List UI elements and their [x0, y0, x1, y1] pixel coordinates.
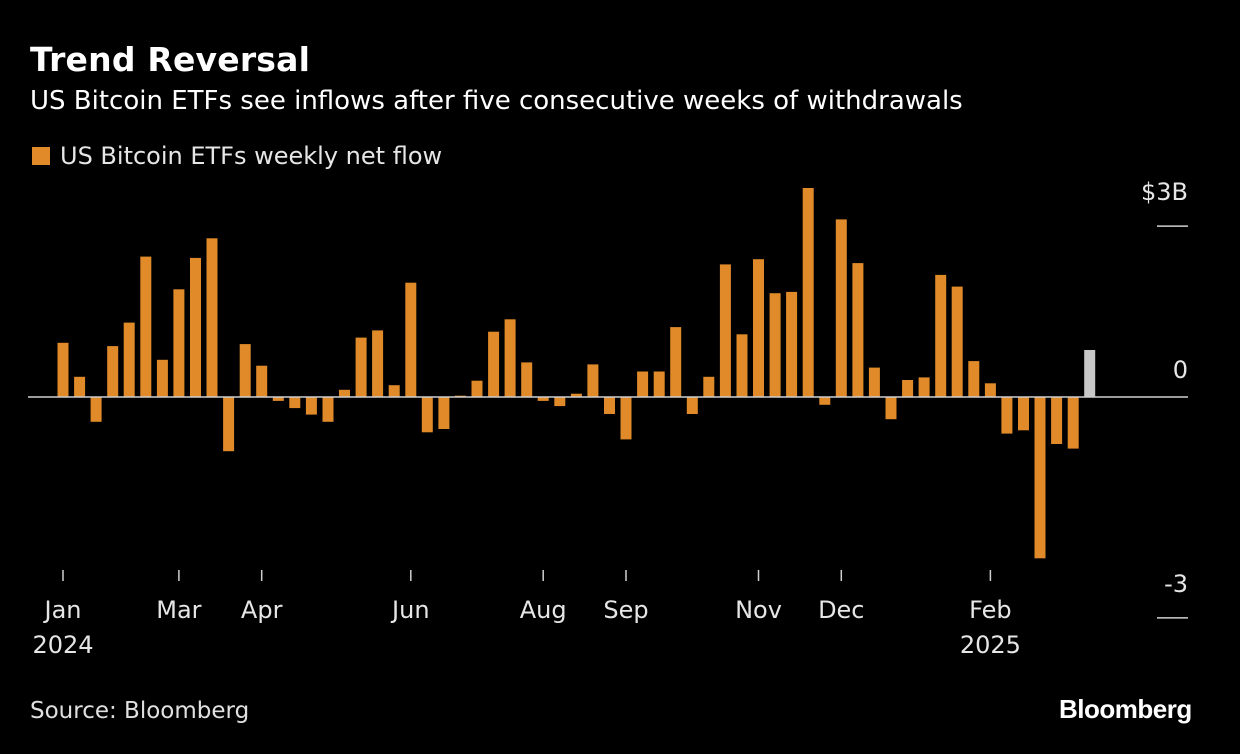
x-tick-year-label: 2025	[960, 631, 1021, 659]
bar	[140, 256, 152, 397]
bar	[156, 359, 168, 397]
bar	[355, 337, 367, 397]
bar	[786, 291, 798, 397]
x-tick-label: Dec	[818, 596, 864, 624]
bar	[554, 397, 566, 407]
bar	[322, 397, 334, 422]
bar	[835, 219, 847, 397]
bar	[918, 377, 930, 397]
y-tick-label: $3B	[1141, 178, 1188, 206]
bar	[753, 259, 764, 397]
bar	[1051, 397, 1063, 444]
bar	[289, 397, 301, 409]
bar	[670, 327, 682, 397]
bar	[90, 397, 102, 422]
bar	[405, 282, 417, 397]
bar	[587, 364, 599, 397]
bar	[703, 376, 715, 397]
bar	[239, 344, 251, 397]
x-tick-label: Nov	[735, 596, 782, 624]
bar	[372, 330, 384, 397]
bar	[1034, 397, 1046, 559]
bar	[802, 188, 814, 397]
bar	[719, 264, 731, 397]
bar	[305, 397, 317, 415]
bar	[868, 367, 880, 397]
bar	[421, 397, 433, 433]
x-tick-label: Aug	[520, 596, 567, 624]
chart-title: Trend Reversal	[30, 40, 311, 79]
bar	[570, 393, 582, 397]
bar	[968, 361, 980, 397]
bar	[488, 331, 500, 397]
legend-swatch	[32, 147, 50, 165]
x-tick-label: Jan	[43, 596, 82, 624]
bar	[1018, 397, 1029, 431]
bar	[223, 397, 235, 452]
legend: US Bitcoin ETFs weekly net flow	[32, 142, 442, 170]
bar	[852, 263, 864, 397]
chart-subtitle: US Bitcoin ETFs see inflows after five c…	[30, 86, 963, 116]
x-tick-label: Apr	[241, 596, 283, 624]
bar	[173, 289, 185, 397]
bar	[769, 293, 781, 397]
bar	[935, 274, 947, 397]
bloomberg-logo: Bloomberg	[1059, 694, 1192, 724]
bar	[902, 380, 914, 397]
bar	[339, 389, 350, 397]
bar	[736, 334, 748, 397]
bar	[637, 371, 649, 397]
bar	[604, 397, 615, 414]
bar	[57, 342, 69, 397]
bar	[74, 376, 86, 397]
x-tick-label: Feb	[969, 596, 1012, 624]
x-tick-label: Mar	[156, 596, 201, 624]
legend-label: US Bitcoin ETFs weekly net flow	[60, 142, 443, 170]
x-tick-year-label: 2024	[32, 631, 93, 659]
bar	[620, 397, 632, 440]
bar	[951, 286, 963, 397]
bar	[438, 397, 450, 429]
bar	[256, 365, 268, 397]
source-note: Source: Bloomberg	[30, 698, 250, 724]
bar	[206, 238, 218, 397]
bar	[537, 397, 549, 401]
bar	[1067, 397, 1079, 449]
bar	[272, 397, 284, 401]
bar	[819, 397, 831, 405]
bar	[653, 371, 665, 397]
bar	[123, 322, 135, 397]
bar	[504, 319, 516, 397]
bar	[471, 380, 483, 397]
bar	[984, 383, 996, 397]
bar	[686, 397, 698, 414]
bar	[190, 257, 201, 397]
y-tick-label: 0	[1173, 356, 1188, 384]
bar	[107, 346, 119, 397]
y-tick-label: -3	[1164, 570, 1188, 598]
bar	[521, 362, 533, 397]
bar	[388, 385, 400, 397]
bar	[885, 397, 897, 420]
bar	[1001, 397, 1013, 434]
bar	[1084, 350, 1096, 397]
x-tick-label: Sep	[603, 596, 648, 624]
x-tick-label: Jun	[390, 596, 430, 624]
